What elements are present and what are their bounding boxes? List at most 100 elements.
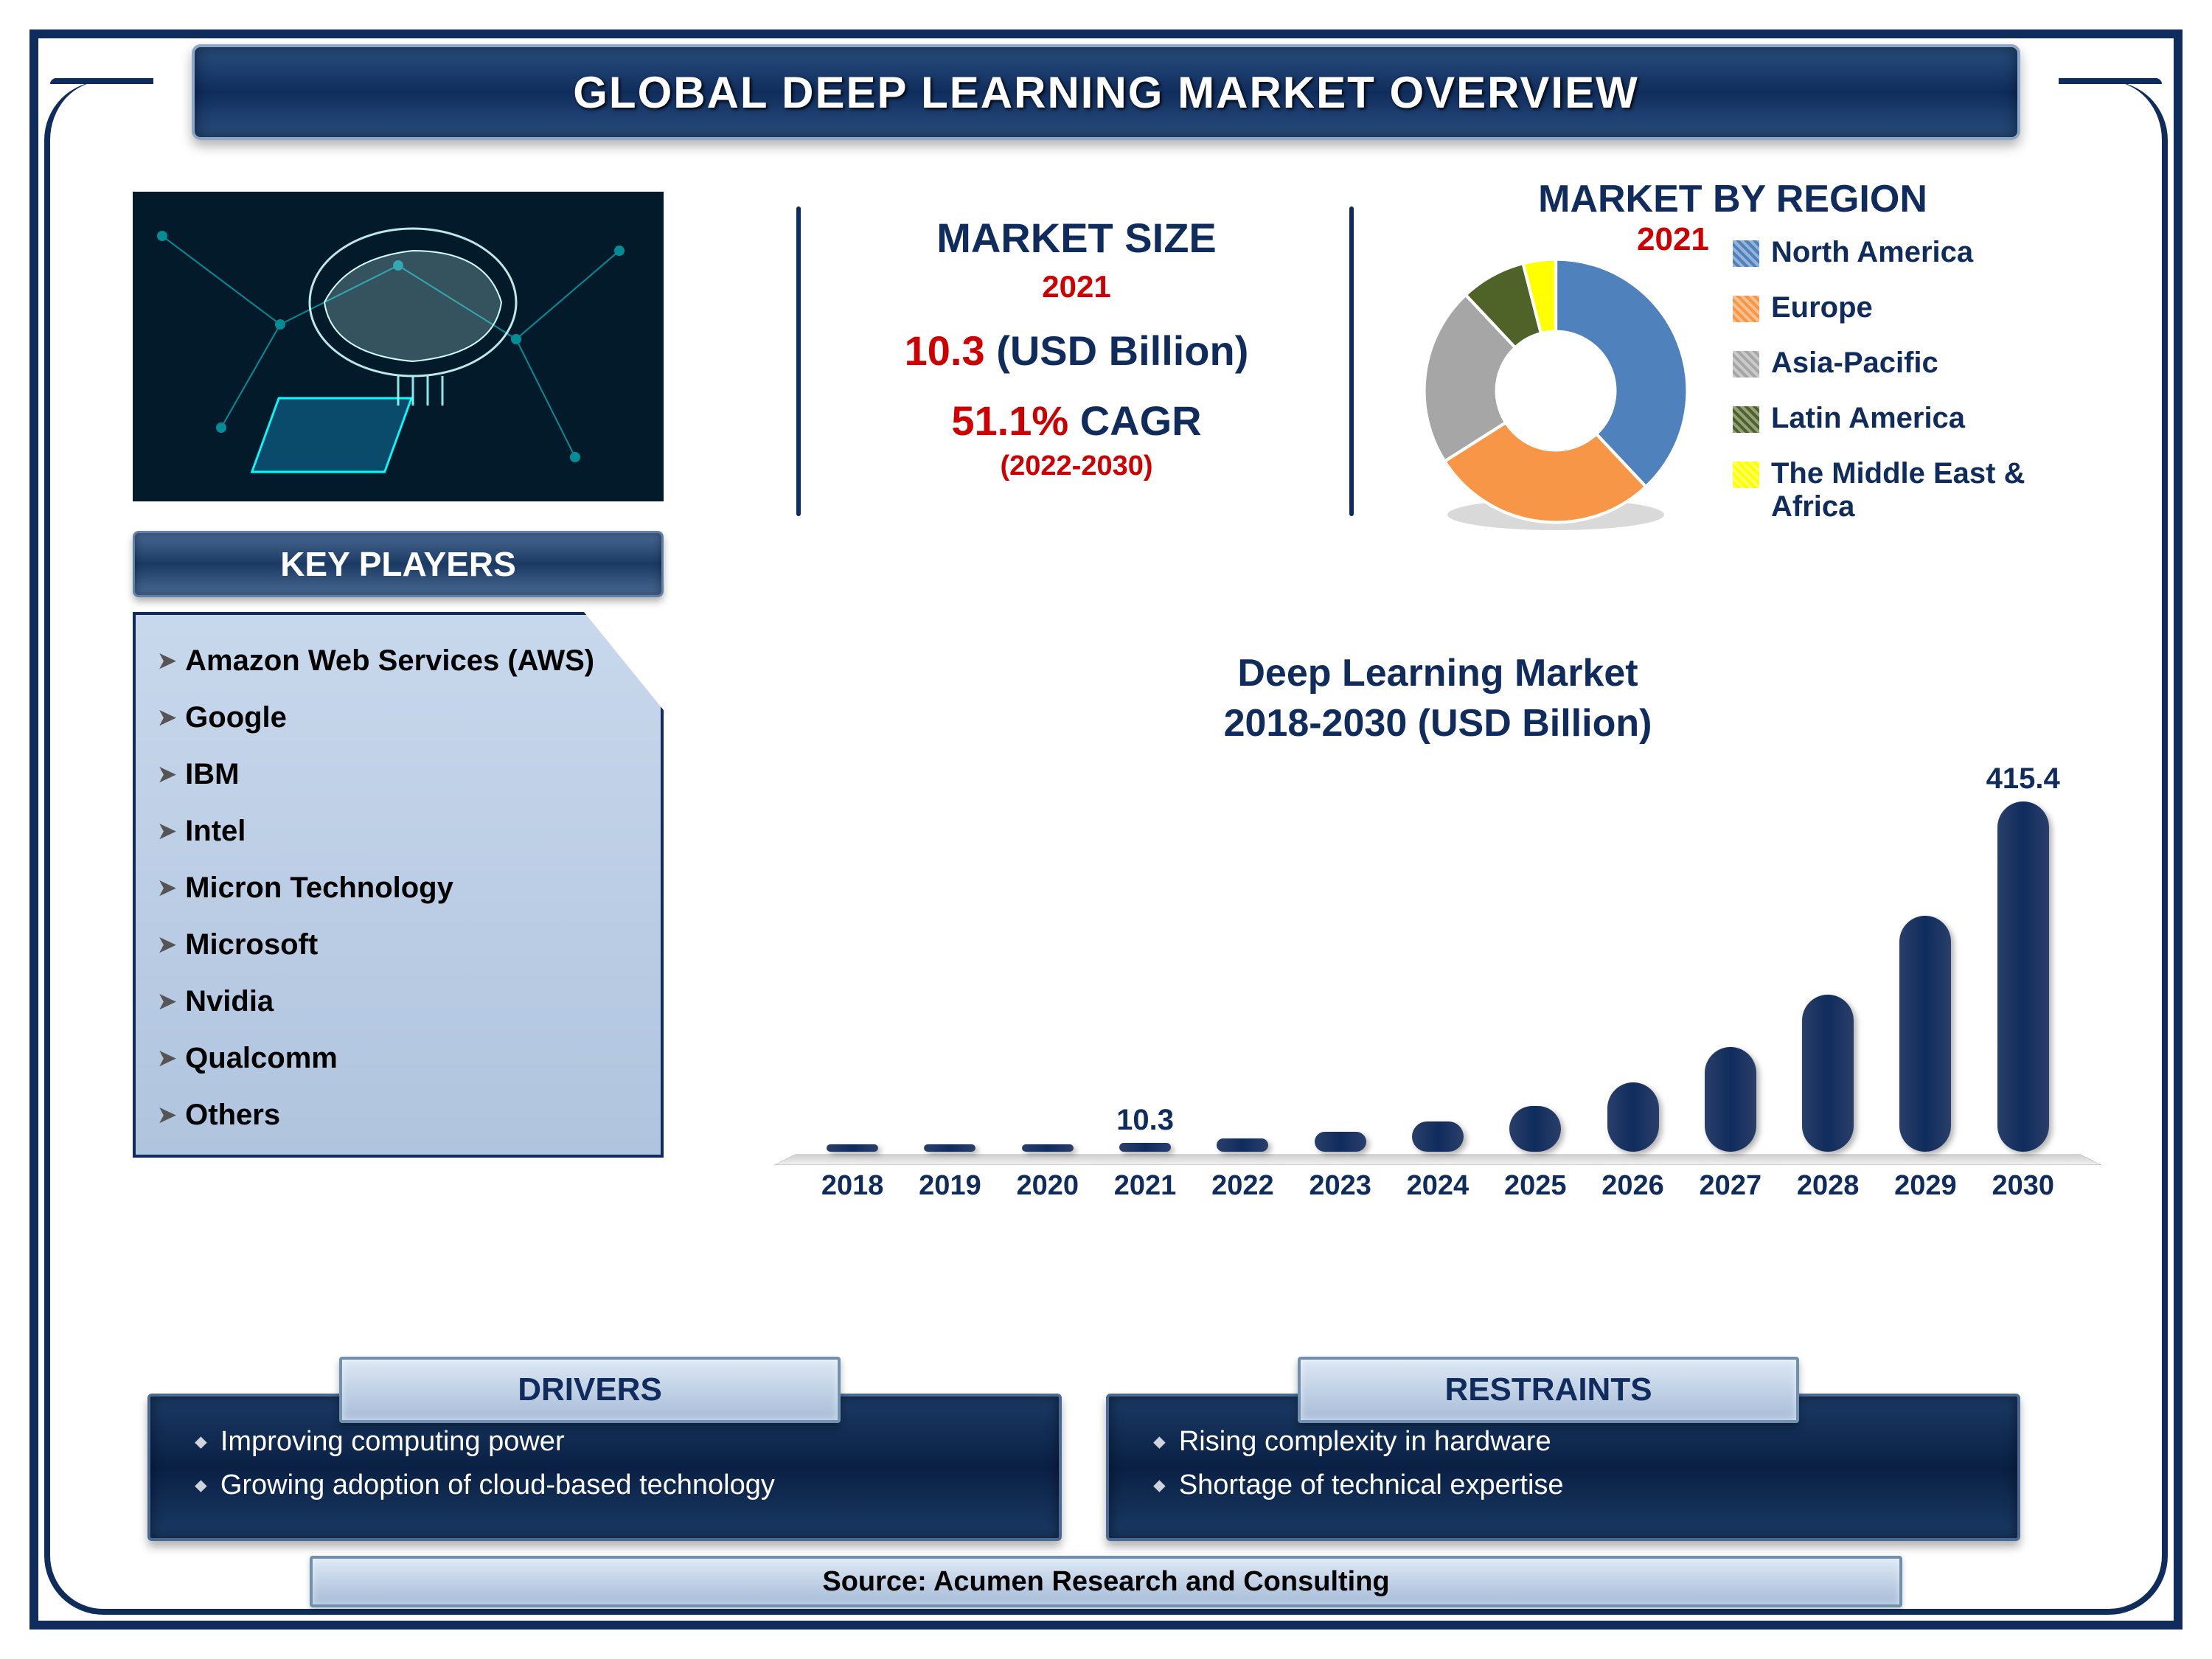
market-size-block: MARKET SIZE 2021 10.3 (USD Billion) 51.1… [818, 214, 1335, 482]
key-player-item: Microsoft [158, 928, 639, 961]
legend-swatch [1733, 240, 1759, 267]
legend-label: Asia-Pacific [1771, 347, 1938, 380]
x-axis-labels: 2018201920202021202220232024202520262027… [804, 1170, 2072, 1202]
bar [924, 1144, 975, 1152]
legend-item: Latin America [1733, 402, 2072, 435]
bar [1217, 1138, 1268, 1152]
source-bar: Source: Acumen Research and Consulting [310, 1556, 1902, 1607]
key-player-item: Qualcomm [158, 1042, 639, 1075]
divider-1 [796, 206, 801, 516]
region-block: MARKET BY REGION 2021 North AmericaEurop… [1379, 177, 2087, 221]
region-legend: North America Europe Asia-Pacific Latin Ame… [1733, 236, 2072, 546]
bar [1802, 995, 1854, 1152]
market-size-cagr: 51.1% CAGR [818, 397, 1335, 445]
key-player-item: Micron Technology [158, 872, 639, 905]
legend-label: The Middle East & Africa [1771, 457, 2072, 524]
bar [1607, 1082, 1659, 1152]
key-player-item: Intel [158, 815, 639, 848]
divider-2 [1349, 206, 1354, 516]
legend-swatch [1733, 351, 1759, 378]
bar-column [1004, 1144, 1092, 1152]
legend-swatch [1733, 462, 1759, 488]
bar-column [1198, 1138, 1287, 1152]
bar-column [905, 1144, 994, 1152]
bar-column [1881, 916, 1969, 1152]
ms-value-number: 10.3 [905, 327, 985, 374]
region-donut-chart [1401, 236, 1711, 546]
bar-column [1784, 995, 1872, 1152]
legend-item: The Middle East & Africa [1733, 457, 2072, 524]
title-bar: GLOBAL DEEP LEARNING MARKET OVERVIEW [192, 44, 2020, 140]
bar-chart-title: Deep Learning Market 2018-2030 (USD Bill… [811, 649, 2065, 748]
x-axis-label: 2029 [1881, 1170, 1969, 1202]
legend-label: Latin America [1771, 402, 1965, 435]
market-size-heading: MARKET SIZE [818, 214, 1335, 262]
key-players-heading: KEY PLAYERS [133, 531, 664, 597]
bar [1509, 1106, 1561, 1152]
bar-area: 10.3415.4 [804, 796, 2072, 1152]
bar [1412, 1121, 1464, 1152]
legend-swatch [1733, 406, 1759, 433]
page-title: GLOBAL DEEP LEARNING MARKET OVERVIEW [573, 67, 1638, 118]
bar-column [1588, 1082, 1677, 1152]
bar [1997, 801, 2049, 1152]
bar [1899, 916, 1951, 1152]
bar-chart-title-2: 2018-2030 (USD Billion) [1224, 702, 1652, 745]
legend-label: Europe [1771, 291, 1873, 324]
key-player-item: IBM [158, 758, 639, 791]
key-players-box: Amazon Web Services (AWS) Google IBM Intel M… [133, 612, 664, 1158]
bar [1022, 1144, 1074, 1152]
restraints-panel: Rising complexity in hardware Shortage of… [1106, 1357, 2020, 1541]
drivers-item: Improving computing power [195, 1426, 1015, 1458]
x-axis-label: 2018 [808, 1170, 897, 1202]
bar [1315, 1132, 1366, 1152]
ms-cagr-label: CAGR [1080, 397, 1202, 444]
bar-value-label: 415.4 [1986, 762, 2060, 796]
x-axis-label: 2028 [1784, 1170, 1872, 1202]
x-axis-label: 2024 [1394, 1170, 1482, 1202]
x-axis-label: 2025 [1491, 1170, 1579, 1202]
x-axis-label: 2030 [1979, 1170, 2067, 1202]
legend-item: Europe [1733, 291, 2072, 324]
x-axis-label: 2022 [1198, 1170, 1287, 1202]
bar-column [1394, 1121, 1482, 1152]
key-player-item: Nvidia [158, 985, 639, 1018]
bar-column: 10.3 [1101, 1104, 1189, 1152]
x-axis-label: 2021 [1101, 1170, 1189, 1202]
legend-swatch [1733, 296, 1759, 322]
key-player-item: Amazon Web Services (AWS) [158, 644, 639, 678]
donut-svg [1401, 236, 1711, 546]
key-player-item: Others [158, 1099, 639, 1132]
restraints-item: Rising complexity in hardware [1153, 1426, 1973, 1458]
x-axis-label: 2020 [1004, 1170, 1092, 1202]
bar-column [1491, 1106, 1579, 1152]
ms-value-unit: (USD Billion) [996, 327, 1248, 374]
market-size-year: 2021 [818, 269, 1335, 305]
bar-column [808, 1144, 897, 1152]
bar-chart: 10.3415.4 201820192020202120222023202420… [774, 759, 2101, 1202]
bar-chart-title-1: Deep Learning Market [1237, 652, 1638, 695]
legend-item: Asia-Pacific [1733, 347, 2072, 380]
bar-column [1686, 1047, 1775, 1152]
ms-cagr-value: 51.1% [951, 397, 1068, 444]
brain-chip-illustration [133, 192, 664, 501]
region-heading: MARKET BY REGION [1379, 177, 2087, 221]
drivers-heading: DRIVERS [339, 1357, 841, 1423]
hero-image [133, 192, 664, 501]
x-axis-label: 2026 [1588, 1170, 1677, 1202]
x-axis-label: 2019 [905, 1170, 994, 1202]
restraints-heading: RESTRAINTS [1298, 1357, 1799, 1423]
bar-column: 415.4 [1979, 762, 2067, 1152]
x-axis-label: 2023 [1295, 1170, 1384, 1202]
market-size-range: (2022-2030) [818, 451, 1335, 482]
bar [1705, 1047, 1756, 1152]
restraints-item: Shortage of technical expertise [1153, 1470, 1973, 1501]
chart-floor [774, 1154, 2101, 1165]
drivers-item: Growing adoption of cloud-based technolo… [195, 1470, 1015, 1501]
legend-label: North America [1771, 236, 1973, 269]
key-player-item: Google [158, 701, 639, 734]
drivers-panel: Improving computing power Growing adoptio… [147, 1357, 1062, 1541]
legend-item: North America [1733, 236, 2072, 269]
bar [1119, 1143, 1171, 1152]
bar [827, 1144, 878, 1152]
